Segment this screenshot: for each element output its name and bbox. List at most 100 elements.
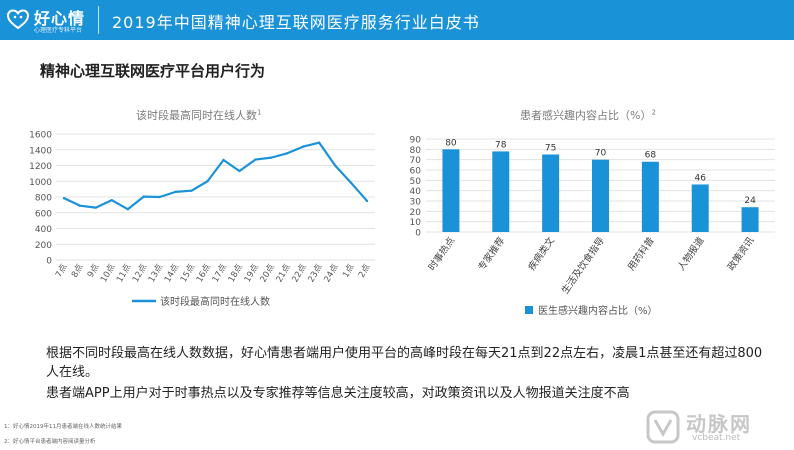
bar-2 xyxy=(492,151,510,232)
line-chart-x-tick: 8点 xyxy=(70,262,86,279)
line-chart-x-tick: 15点 xyxy=(179,262,198,284)
line-chart-y-tick: 600 xyxy=(35,209,52,219)
line-chart-x-tick: 11点 xyxy=(115,262,134,284)
bar-chart-title-note: 2 xyxy=(651,108,656,117)
legend-bar-label: 医生感兴趣内容占比（%） xyxy=(538,304,658,317)
line-chart-point xyxy=(270,156,273,159)
bar-data-label: 80 xyxy=(445,138,457,148)
line-chart-x-tick: 1点 xyxy=(341,262,357,279)
bar-chart-y-tick: 60 xyxy=(410,167,422,177)
legend-line-label: 该时段最高同时在线人数 xyxy=(160,295,270,308)
line-series-path xyxy=(63,141,368,211)
bar-5 xyxy=(641,161,659,232)
line-chart-x-tick: 14点 xyxy=(163,262,182,284)
line-chart-point xyxy=(302,145,305,148)
bar-6 xyxy=(691,184,709,232)
line-chart-x-tick: 22点 xyxy=(290,262,309,284)
watermark-mark-icon xyxy=(646,410,680,444)
bar-chart-y-tick: 70 xyxy=(410,156,422,166)
watermark-url: vcbeat.net xyxy=(692,433,741,443)
logo-subtitle: 心理医疗专科平台 xyxy=(34,27,83,34)
bar-chart-x-tick: 时事热点 xyxy=(426,234,458,272)
line-chart-x-tick: 7点 xyxy=(54,262,70,279)
line-chart-point xyxy=(238,169,241,173)
line-chart-y-tick: 1000 xyxy=(29,178,52,188)
bar-data-label: 75 xyxy=(545,144,556,154)
line-chart-point xyxy=(126,208,129,211)
bar-chart-y-tick: 0 xyxy=(415,229,421,239)
bar-4 xyxy=(592,159,609,232)
line-chart-title-note: 1 xyxy=(257,108,262,117)
line-chart-x-tick: 21点 xyxy=(275,262,294,284)
line-chart-point xyxy=(158,195,161,199)
line-chart-point xyxy=(206,180,209,183)
line-chart-grid xyxy=(56,133,375,261)
bar-chart-title: 患者感兴趣内容占比（%）2 xyxy=(520,107,656,123)
line-chart-x-tick: 17点 xyxy=(211,262,230,284)
header-bar: 好心情 心理医疗专科平台 2019年中国精神心理互联网医疗服务行业白皮书 xyxy=(0,0,794,40)
section-title: 精神心理互联网医疗平台用户行为 xyxy=(40,62,266,80)
line-chart-point xyxy=(317,141,321,144)
line-chart-point xyxy=(333,164,337,167)
logo: 好心情 心理医疗专科平台 xyxy=(6,4,90,36)
footnote-2: 2：好心情平台患者端内容阅读量分析 xyxy=(4,439,96,445)
bar-chart-y-tick: 20 xyxy=(410,208,422,218)
bar-data-label: 46 xyxy=(694,173,706,183)
bar-chart-x-tick: 生活及饮食指导 xyxy=(559,235,607,296)
line-chart-x-tick: 13点 xyxy=(147,262,166,284)
bar-data-label: 68 xyxy=(645,151,657,161)
heart-logo-icon xyxy=(6,9,30,30)
bar-data-label: 24 xyxy=(744,196,756,206)
line-chart-point xyxy=(78,204,82,207)
line-chart-point xyxy=(365,199,369,203)
line-chart-x-tick: 23点 xyxy=(306,262,325,284)
line-chart-point xyxy=(110,198,114,202)
line-chart-x-tick: 16点 xyxy=(195,262,214,284)
line-chart-y-tick: 400 xyxy=(35,225,52,235)
line-chart-legend: 该时段最高同时在线人数 xyxy=(132,295,270,308)
bar-chart-x-axis: 时事热点 专家推荐 疾病类文 生活及饮食指导 用药科普 人物报道 政策资讯 xyxy=(426,234,757,296)
watermark-brand: 动脉网 xyxy=(686,412,752,436)
line-chart-point xyxy=(142,195,145,198)
line-chart-point xyxy=(286,152,289,155)
line-chart-y-tick: 0 xyxy=(46,257,52,267)
line-chart-y-tick: 1600 xyxy=(29,131,52,141)
line-chart-point xyxy=(94,206,98,209)
line-chart-x-tick: 20点 xyxy=(259,262,278,284)
bar-chart-bars: 80 78 75 70 68 46 24 xyxy=(442,138,759,232)
interest-bar-chart: 0102030405060708090 80 78 7570 684624 时事热点专… xyxy=(410,136,775,317)
footnote-1: 1：好心情2019年11月患者端在线人数统计结果 xyxy=(4,424,122,430)
line-chart-title-text: 该时段最高同时在线人数 xyxy=(136,109,257,122)
bar-chart-y-tick: 90 xyxy=(410,136,422,146)
bar-chart-x-tick: 疾病类文 xyxy=(525,234,557,272)
line-chart-x-tick: 10点 xyxy=(99,262,118,284)
bar-1 xyxy=(442,149,460,232)
legend-bar-swatch xyxy=(525,306,533,314)
bar-data-label: 78 xyxy=(495,140,507,150)
logo-text: 好心情 xyxy=(34,9,86,28)
line-chart-x-tick: 18点 xyxy=(227,262,246,284)
line-chart-title: 该时段最高同时在线人数1 xyxy=(136,107,261,123)
bar-chart-x-tick: 用药科普 xyxy=(625,234,657,272)
line-chart-y-tick: 200 xyxy=(35,241,52,251)
line-chart-y-tick: 1400 xyxy=(29,146,52,156)
line-chart-x-tick: 2点 xyxy=(357,262,373,279)
line-chart-point xyxy=(349,181,353,185)
bar-chart-legend: 医生感兴趣内容占比（%） xyxy=(525,304,658,317)
report-title: 2019年中国精神心理互联网医疗服务行业白皮书 xyxy=(112,13,480,32)
line-chart-y-axis: 0 200 400 600 800 1000 1200 1400 1600 xyxy=(29,131,52,267)
bar-chart-y-tick: 10 xyxy=(410,218,422,228)
watermark-logo: 动脉网 vcbeat.net xyxy=(646,406,786,446)
bar-chart-y-tick: 50 xyxy=(410,177,422,187)
header-divider xyxy=(98,6,99,34)
line-chart-y-tick: 800 xyxy=(35,194,52,204)
line-chart-x-axis: 7点 8点 9点10点11点12点13点14点15点16点17点18点19点20点2… xyxy=(54,262,373,284)
bar-chart-title-text: 患者感兴趣内容占比（%） xyxy=(520,109,652,122)
bar-chart-x-tick: 政策资讯 xyxy=(725,234,757,272)
bar-3 xyxy=(542,154,560,232)
bar-chart-y-tick: 30 xyxy=(410,198,422,208)
bar-chart-y-tick: 80 xyxy=(410,146,422,156)
line-chart-point xyxy=(222,158,225,162)
bar-chart-x-tick: 专家推荐 xyxy=(476,234,508,272)
